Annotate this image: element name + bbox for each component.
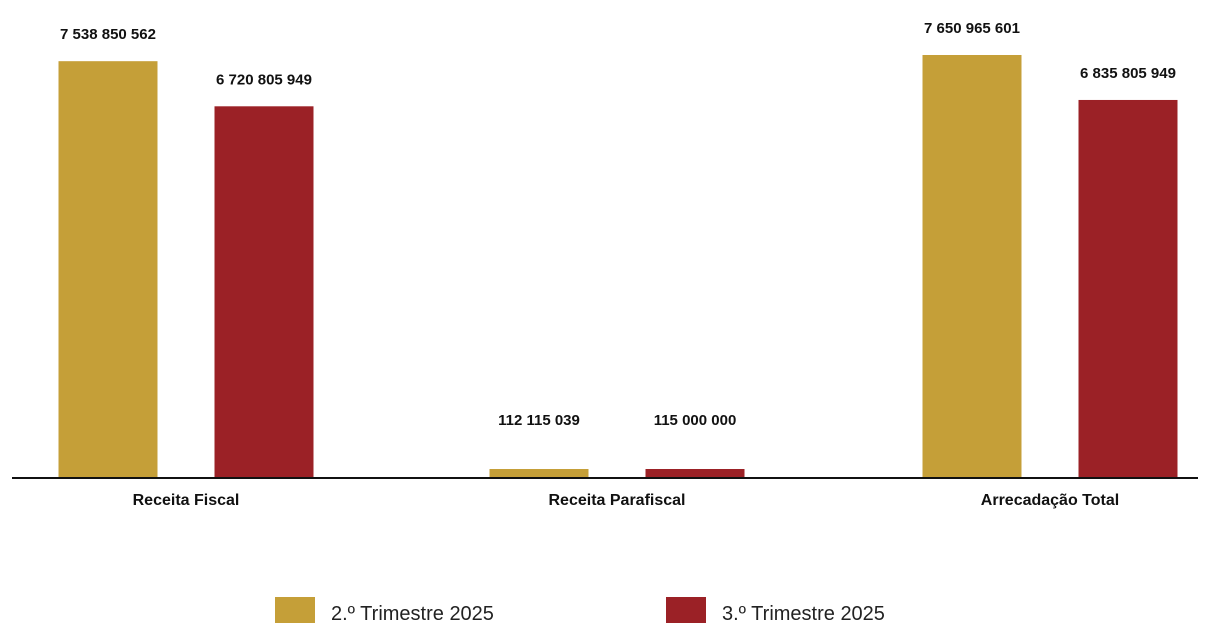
bar-1-2: [489, 469, 589, 477]
bars-group: [58, 55, 1178, 477]
value-labels-group: 7 538 850 562 6 720 805 949 112 115 039 115…: [60, 20, 1176, 429]
bar-1-1: [58, 61, 158, 477]
category-label-1: Receita Fiscal: [133, 492, 240, 509]
legend-label-1: 2.º Trimestre 2025: [331, 603, 494, 625]
data-label-2-2: 115 000 000: [654, 412, 737, 429]
data-label-1-3: 7 650 965 601: [924, 20, 1020, 37]
bar-1-3: [922, 55, 1022, 477]
data-label-1-1: 7 538 850 562: [60, 26, 156, 43]
bar-2-2: [645, 469, 745, 477]
bar-2-1: [214, 106, 314, 477]
legend: 2.º Trimestre 2025 3.º Trimestre 2025: [275, 597, 885, 625]
category-label-2: Receita Parafiscal: [549, 492, 686, 509]
category-label-3: Arrecadação Total: [981, 492, 1119, 509]
bar-2-3: [1078, 99, 1178, 477]
category-labels-group: Receita Fiscal Receita Parafiscal Arrecada…: [133, 492, 1120, 509]
data-label-1-2: 112 115 039: [498, 412, 580, 429]
legend-swatch-1: [275, 597, 315, 623]
legend-swatch-2: [666, 597, 706, 623]
data-label-2-1: 6 720 805 949: [216, 71, 312, 88]
legend-label-2: 3.º Trimestre 2025: [722, 603, 885, 625]
data-label-2-3: 6 835 805 949: [1080, 65, 1176, 82]
